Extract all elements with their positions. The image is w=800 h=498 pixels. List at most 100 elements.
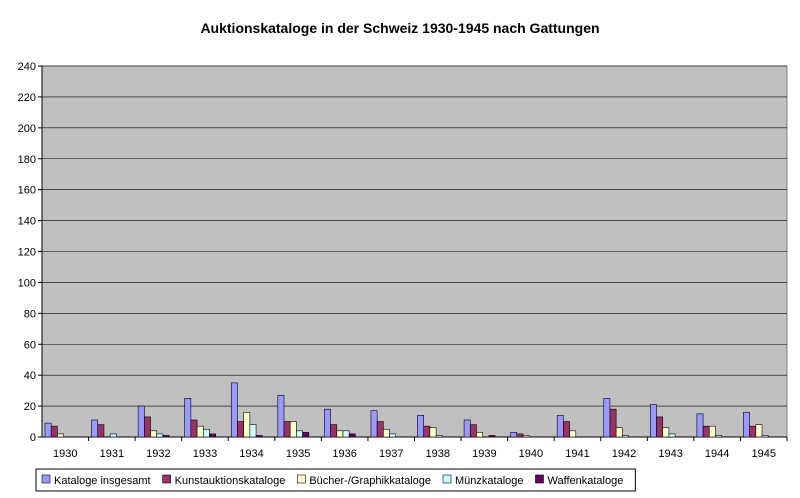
- bar-1936-series-3: [342, 430, 350, 438]
- x-tick-label: 1937: [379, 448, 403, 460]
- bar-1931-series-3: [109, 433, 117, 438]
- bar-1942-series-3: [622, 435, 629, 438]
- bar-1935-series-3: [296, 430, 303, 438]
- x-tick-label: 1930: [53, 448, 77, 460]
- x-tick-label: 1933: [193, 448, 217, 460]
- y-tick-label: 80: [24, 308, 36, 320]
- bar-1938-series-0: [417, 415, 424, 438]
- y-tick-label: 60: [24, 339, 36, 351]
- bar-1935-series-1: [283, 421, 291, 438]
- legend-swatch: [535, 474, 544, 484]
- bar-1932-series-1: [144, 416, 151, 438]
- bar-1934-series-4: [255, 435, 263, 438]
- bar-1937-series-2: [383, 428, 390, 438]
- bar-1935-series-2: [289, 421, 297, 438]
- bar-1941-series-2: [569, 430, 577, 438]
- bar-1937-series-0: [370, 410, 378, 438]
- y-tick-label: 140: [18, 216, 36, 228]
- legend: [35, 468, 636, 492]
- bar-1933-series-1: [190, 419, 198, 438]
- bar-1943-series-2: [662, 427, 670, 438]
- bar-1940-series-0: [510, 432, 518, 438]
- y-tick-label: 40: [24, 370, 36, 382]
- y-tick-label: 200: [18, 123, 36, 135]
- x-tick-label: 1936: [332, 448, 356, 460]
- bar-1934-series-3: [249, 424, 257, 438]
- bar-1934-series-2: [243, 411, 251, 438]
- bar-1933-series-4: [209, 433, 216, 438]
- bar-1943-series-0: [650, 404, 657, 438]
- bar-1937-series-1: [376, 421, 384, 438]
- y-tick-label: 160: [18, 185, 36, 197]
- bar-1938-series-2: [429, 427, 437, 438]
- bar-1931-series-0: [91, 419, 99, 438]
- bar-1945-series-3: [761, 435, 769, 438]
- legend-swatch: [41, 474, 51, 484]
- x-tick-label: 1934: [239, 448, 263, 460]
- bar-1939-series-1: [469, 424, 477, 438]
- bar-1938-series-3: [435, 435, 443, 438]
- x-tick-label: 1931: [100, 448, 124, 460]
- x-tick-label: 1932: [146, 448, 170, 460]
- x-tick-label: 1935: [286, 448, 310, 460]
- bar-1940-series-2: [522, 435, 530, 438]
- x-tick-label: 1945: [751, 448, 775, 460]
- bar-1938-series-1: [423, 425, 431, 438]
- legend-label: Münzkataloge: [455, 475, 524, 487]
- bar-1933-series-3: [202, 428, 210, 438]
- bar-1939-series-2: [476, 432, 483, 438]
- legend-label: Kunstauktionskataloge: [175, 475, 286, 487]
- x-tick-label: 1940: [519, 448, 543, 460]
- bar-1930-series-2: [57, 433, 64, 438]
- legend-label: Waffenkataloge: [548, 475, 624, 487]
- bar-1932-series-4: [162, 435, 170, 438]
- bar-1944-series-1: [702, 425, 710, 438]
- bar-1933-series-0: [184, 398, 192, 438]
- y-tick-label: 240: [18, 61, 36, 73]
- bar-1942-series-1: [609, 408, 617, 438]
- bar-1944-series-2: [708, 425, 716, 438]
- bar-1936-series-2: [336, 430, 344, 438]
- bar-1936-series-4: [348, 433, 356, 438]
- bar-1935-series-0: [277, 394, 285, 438]
- bar-1943-series-1: [656, 416, 664, 438]
- x-tick-label: 1942: [612, 448, 636, 460]
- legend-label: Bücher-/Graphikkataloge: [309, 475, 431, 487]
- bar-1937-series-3: [389, 433, 397, 438]
- x-tick-label: 1944: [705, 448, 729, 460]
- y-tick-label: 220: [18, 92, 36, 104]
- bar-1930-series-1: [50, 425, 58, 438]
- x-tick-label: 1941: [565, 448, 589, 460]
- y-tick-label: 20: [24, 401, 36, 413]
- x-tick-label: 1938: [426, 448, 450, 460]
- y-tick-label: 0: [30, 432, 36, 444]
- legend-swatch: [297, 474, 306, 484]
- x-tick-label: 1939: [472, 448, 496, 460]
- bar-1932-series-0: [137, 405, 145, 438]
- bar-1935-series-4: [302, 432, 310, 438]
- legend-swatch: [442, 474, 452, 484]
- bar-1934-series-1: [237, 421, 244, 438]
- bar-1944-series-0: [696, 413, 704, 438]
- bar-1940-series-1: [516, 433, 524, 438]
- bar-1933-series-2: [196, 425, 204, 438]
- legend-label: Kataloge insgesamt: [54, 475, 151, 487]
- x-tick-label: 1943: [658, 448, 682, 460]
- bar-1932-series-2: [150, 430, 158, 438]
- chart-title: Auktionskataloge in der Schweiz 1930-194…: [200, 20, 600, 36]
- y-tick-label: 180: [18, 154, 36, 166]
- bar-1941-series-1: [563, 421, 570, 438]
- bar-1941-series-0: [556, 415, 564, 438]
- bar-1943-series-3: [668, 433, 676, 438]
- bar-1934-series-0: [230, 382, 238, 438]
- bar-1936-series-0: [324, 408, 331, 438]
- bar-1944-series-3: [715, 435, 722, 438]
- legend-swatch: [162, 474, 171, 484]
- bar-1945-series-1: [749, 425, 757, 438]
- bar-1939-series-4: [488, 435, 496, 438]
- bar-1945-series-2: [755, 424, 763, 438]
- bar-1945-series-0: [743, 411, 750, 438]
- bar-1942-series-2: [615, 427, 623, 438]
